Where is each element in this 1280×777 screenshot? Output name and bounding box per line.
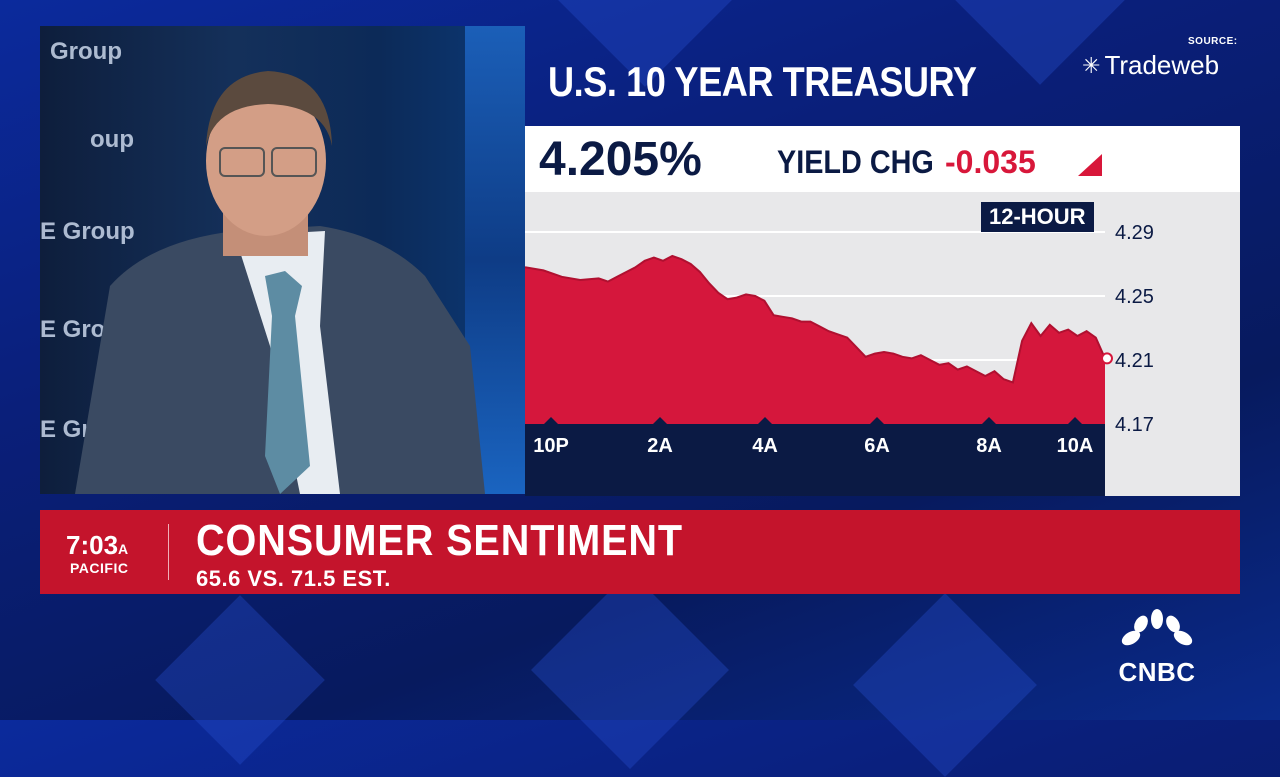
yield-change-value: -0.035 <box>945 144 1036 180</box>
source-label: SOURCE: <box>1188 36 1238 47</box>
anchor-figure <box>75 71 485 494</box>
wall-text: oup <box>90 126 134 153</box>
x-tick-marker <box>758 417 772 424</box>
x-tick-marker <box>1068 417 1082 424</box>
clock-timezone: PACIFIC <box>70 560 129 576</box>
yield-value: 4.205% <box>539 133 702 186</box>
x-tick-marker <box>870 417 884 424</box>
tradeweb-icon: ✳ <box>1082 52 1101 78</box>
y-tick-label: 4.17 <box>1115 414 1154 436</box>
anchor-video-feed: Group oup E Group E Gro E Gr <box>40 26 525 494</box>
wall-text: E Gr <box>40 416 91 443</box>
subheadline: 65.6 VS. 71.5 EST. <box>196 566 391 591</box>
yield-line <box>525 254 1106 384</box>
x-tick-label: 10A <box>1057 435 1094 457</box>
wall-text: Group <box>50 38 122 65</box>
chart-title: U.S. 10 YEAR TREASURY <box>548 58 977 105</box>
yield-area <box>525 256 1105 424</box>
y-tick-label: 4.21 <box>1115 350 1154 372</box>
x-axis-band <box>525 424 1105 496</box>
wall-text: E Gro <box>40 316 106 343</box>
headline: CONSUMER SENTIMENT <box>196 516 684 565</box>
x-tick-label: 8A <box>976 435 1002 457</box>
x-tick-marker <box>544 417 558 424</box>
network-name: CNBC <box>1118 657 1196 687</box>
x-tick-label: 4A <box>752 435 778 457</box>
network-logo: CNBC <box>1112 608 1202 688</box>
clock: 7:03A <box>66 530 128 561</box>
peacock-icon <box>1121 609 1193 646</box>
lower-third: 7:03A PACIFIC CONSUMER SENTIMENT 65.6 VS… <box>40 510 1240 594</box>
chart-panel: 4.205% YIELD CHG -0.035 10P 2A 4A 6A 8A 10A 4.… <box>525 126 1240 496</box>
x-tick-label: 6A <box>864 435 890 457</box>
yield-chart: 10P 2A 4A 6A 8A 10A 4.29 4.25 4.21 4.17 <box>525 222 1154 496</box>
x-tick-label: 2A <box>647 435 673 457</box>
x-tick-marker <box>653 417 667 424</box>
source-name: Tradeweb <box>1104 50 1220 80</box>
x-tick-marker <box>982 417 996 424</box>
change-indicator-icon <box>1078 154 1102 176</box>
last-point-marker <box>1101 352 1113 365</box>
period-badge: 12-HOUR <box>981 202 1094 232</box>
clock-time: 7:03 <box>66 530 119 560</box>
x-tick-label: 10P <box>533 435 569 457</box>
divider <box>168 524 169 580</box>
y-tick-label: 4.29 <box>1115 222 1154 244</box>
yield-change-label: YIELD CHG <box>777 144 934 180</box>
y-tick-label: 4.25 <box>1115 286 1154 308</box>
source-brand: ✳ Tradeweb <box>1082 50 1219 81</box>
clock-ampm: A <box>118 541 129 557</box>
wall-text: E Group <box>40 218 135 245</box>
quote-header: 4.205% YIELD CHG -0.035 <box>525 126 1240 192</box>
